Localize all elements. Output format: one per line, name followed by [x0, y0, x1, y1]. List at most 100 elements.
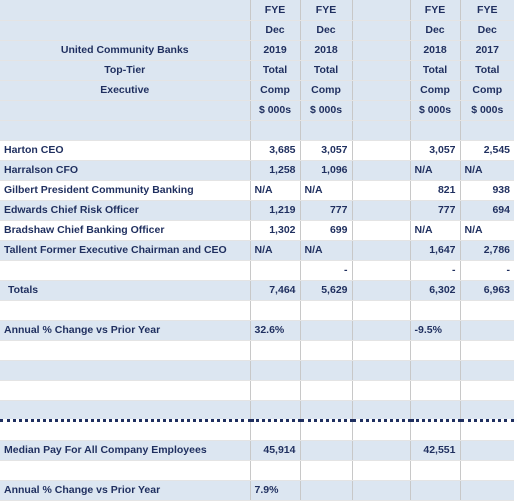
cell: 938 [460, 180, 514, 201]
row-label [0, 300, 251, 321]
table-row [0, 360, 514, 381]
cell [352, 280, 411, 301]
cell [250, 120, 301, 141]
cell [300, 340, 353, 361]
table-row: United Community Banks 2019 2018 2018 2017 [0, 40, 514, 61]
cell [300, 400, 353, 422]
cell: 2,786 [460, 240, 514, 261]
cell [300, 440, 353, 461]
cell [352, 80, 411, 101]
table-row: Harralson CFO 1,258 1,096 N/A N/A [0, 160, 514, 181]
cell [352, 440, 411, 461]
cell [410, 120, 461, 141]
row-label: Totals [0, 280, 251, 301]
cell [352, 420, 411, 441]
row-label [0, 20, 251, 41]
cell: N/A [250, 240, 301, 261]
row-label: Median Pay For All Company Employees [0, 440, 251, 461]
cell [300, 480, 353, 501]
row-label: Harralson CFO [0, 160, 251, 181]
cell: -9.5% [410, 320, 461, 341]
cell: 2,545 [460, 140, 514, 161]
cell: 7.9% [250, 480, 301, 501]
cell: Dec [250, 20, 301, 41]
cell [410, 360, 461, 381]
cell: - [410, 260, 461, 281]
table-row: Tallent Former Executive Chairman and CE… [0, 240, 514, 261]
row-label [0, 460, 251, 481]
table-row: Totals 7,464 5,629 6,302 6,963 [0, 280, 514, 301]
cell: 6,302 [410, 280, 461, 301]
cell [300, 380, 353, 401]
cell: 699 [300, 220, 353, 241]
table-row [0, 300, 514, 321]
cell [352, 360, 411, 381]
cell: 2017 [460, 40, 514, 61]
cell: 1,647 [410, 240, 461, 261]
cell [460, 420, 514, 441]
cell: 777 [410, 200, 461, 221]
table-row: Top-Tier Total Total Total Total [0, 60, 514, 81]
cell: 3,057 [300, 140, 353, 161]
cell [352, 240, 411, 261]
row-label: United Community Banks [0, 40, 251, 61]
cell [460, 380, 514, 401]
table-row: Annual % Change vs Prior Year 32.6% -9.5% [0, 320, 514, 341]
table-row: Harton CEO 3,685 3,057 3,057 2,545 [0, 140, 514, 161]
cell: $ 000s [410, 100, 461, 121]
table-row: Median Pay For All Company Employees 45,9… [0, 440, 514, 461]
cell: N/A [410, 220, 461, 241]
cell [410, 480, 461, 501]
cell: 42,551 [410, 440, 461, 461]
cell: Total [460, 60, 514, 81]
cell [410, 460, 461, 481]
cell: Comp [300, 80, 353, 101]
cell [352, 0, 411, 21]
row-label [0, 420, 251, 441]
row-label [0, 260, 251, 281]
cell: Dec [460, 20, 514, 41]
cell: N/A [300, 240, 353, 261]
cell: 821 [410, 180, 461, 201]
cell [460, 320, 514, 341]
table-row: $ 000s $ 000s $ 000s $ 000s [0, 100, 514, 121]
cell: 2019 [250, 40, 301, 61]
cell: 1,258 [250, 160, 301, 181]
cell [300, 460, 353, 481]
cell: 2018 [410, 40, 461, 61]
table-row: Gilbert President Community Banking N/A N/… [0, 180, 514, 201]
cell: 2018 [300, 40, 353, 61]
cell [352, 300, 411, 321]
cell [300, 300, 353, 321]
cell [352, 320, 411, 341]
cell [410, 380, 461, 401]
cell [300, 120, 353, 141]
cell [250, 360, 301, 381]
cell: Dec [300, 20, 353, 41]
cell: 6,963 [460, 280, 514, 301]
table-row [0, 460, 514, 481]
cell: Dec [410, 20, 461, 41]
cell [352, 400, 411, 422]
cell: 777 [300, 200, 353, 221]
cell: $ 000s [460, 100, 514, 121]
cell: - [300, 260, 353, 281]
cell: Total [250, 60, 301, 81]
table-row [0, 120, 514, 141]
cell [352, 200, 411, 221]
row-label: Annual % Change vs Prior Year [0, 320, 251, 341]
cell: 1,096 [300, 160, 353, 181]
cell [352, 180, 411, 201]
cell: 1,219 [250, 200, 301, 221]
cell: N/A [300, 180, 353, 201]
cell [460, 440, 514, 461]
row-label: Annual % Change vs Prior Year [0, 480, 251, 501]
cell: Comp [250, 80, 301, 101]
cell: 694 [460, 200, 514, 221]
cell [352, 140, 411, 161]
cell: 3,685 [250, 140, 301, 161]
row-label: Top-Tier [0, 60, 251, 81]
cell [250, 260, 301, 281]
cell: Total [410, 60, 461, 81]
